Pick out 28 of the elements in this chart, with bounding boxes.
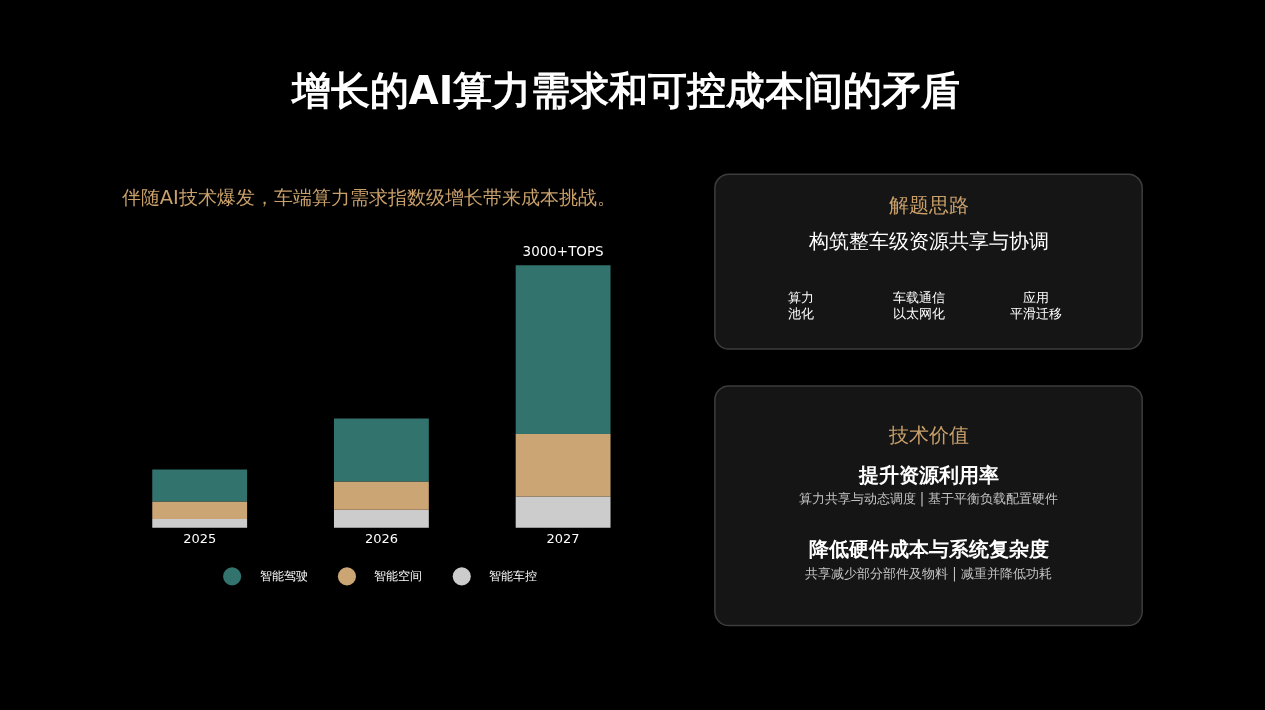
bar — [515, 496, 611, 528]
bar — [152, 501, 248, 520]
legend-label: 智能驾驶 — [259, 569, 308, 584]
annotation: 3000+TOPS — [522, 243, 604, 260]
chart-subtitle: 伴随AI技术爆发，车端算力需求指数级增长带来成本挑战。 — [121, 185, 616, 209]
bar — [333, 481, 429, 510]
legend-label: 智能空间 — [374, 569, 423, 584]
text: 构筑整车级资源共享与协调 — [807, 229, 1049, 254]
bar — [152, 469, 248, 502]
bar — [333, 509, 429, 528]
bar — [333, 418, 429, 482]
text: 降低硬件成本与系统复杂度 — [808, 536, 1049, 561]
x-tick-label: 2027 — [546, 531, 580, 547]
x-tick-label: 2026 — [364, 531, 398, 547]
text: 车载通信以太网化 — [892, 290, 945, 322]
text: 技术价值 — [887, 422, 969, 447]
text: 算力共享与动态调度 | 基于平衡负载配置硬件 — [798, 490, 1059, 507]
text: 算力池化 — [788, 290, 815, 322]
text: 共享减少部分部件及物料 | 减重并降低功耗 — [805, 565, 1052, 582]
bar — [515, 265, 611, 434]
x-tick-label: 2025 — [183, 531, 217, 547]
text: 提升资源利用率 — [857, 462, 999, 487]
bar — [515, 433, 611, 497]
chart-title: 增长的AI算力需求和可控成本间的矛盾 — [289, 67, 961, 113]
text: 应用平滑迁移 — [1010, 290, 1063, 322]
text: 解题思路 — [888, 193, 969, 218]
bar — [152, 519, 248, 528]
legend-label: 智能车控 — [489, 569, 538, 584]
